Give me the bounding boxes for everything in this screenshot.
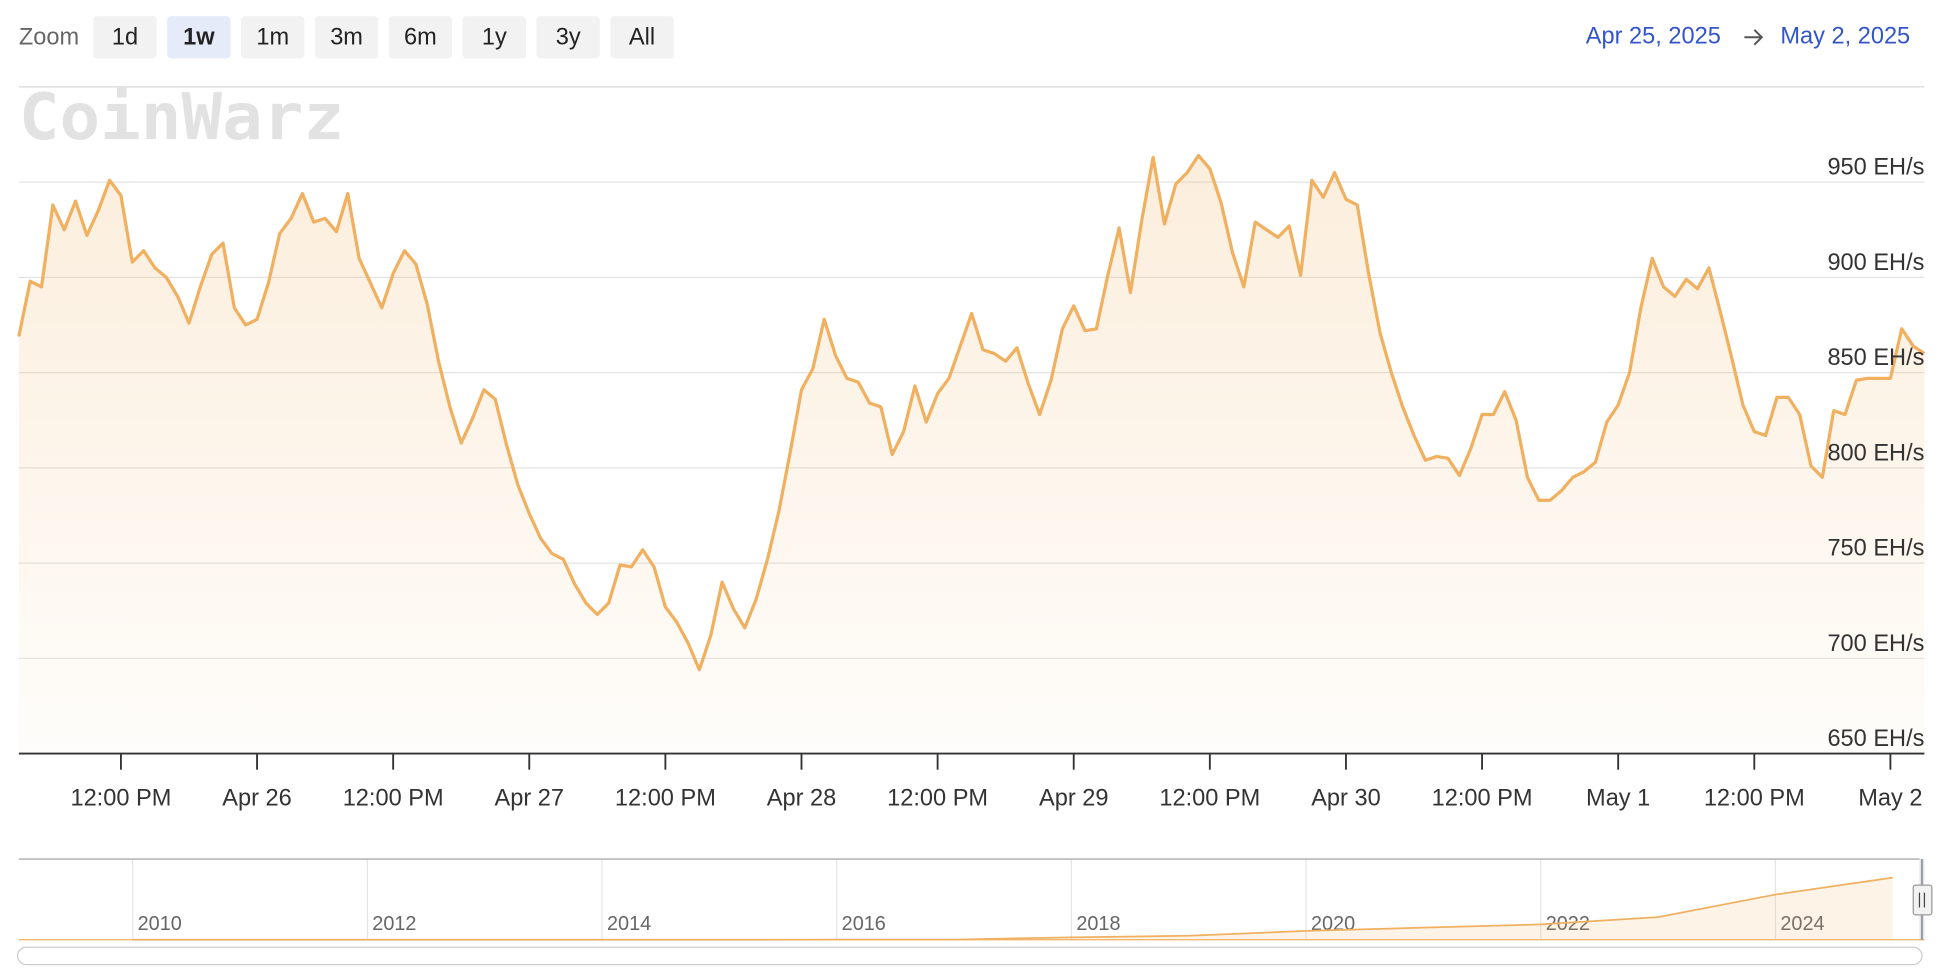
x-tick-label: 12:00 PM (343, 785, 444, 811)
area (18, 155, 1925, 754)
zoom-button-label[interactable]: 3m (330, 24, 363, 50)
navigator-tick-label: 2012 (372, 913, 416, 935)
y-tick-label: 700 EH/s (1827, 630, 1924, 656)
zoom-button-bg[interactable] (93, 16, 157, 59)
watermark: CoinWarz (19, 80, 344, 155)
zoom-button-bg[interactable] (536, 16, 600, 59)
zoom-button[interactable]: 6m (388, 16, 453, 59)
zoom-button[interactable]: 3m (314, 16, 379, 59)
navigator-tick-label: 2016 (842, 913, 886, 935)
x-tick-label: 12:00 PM (1704, 785, 1805, 811)
navigator-tick-label: 2010 (138, 913, 182, 935)
zoom-button-label[interactable]: 1w (183, 24, 215, 50)
y-tick-label: 750 EH/s (1827, 535, 1924, 561)
scrollbar-track[interactable] (16, 946, 1923, 966)
zoom-button-bg[interactable] (241, 16, 305, 59)
zoom-button[interactable]: All (610, 16, 674, 59)
x-tick-label: Apr 27 (495, 785, 564, 811)
zoom-button-label[interactable]: 1d (112, 24, 138, 50)
zoom-button[interactable]: 1d (93, 16, 157, 59)
zoom-button-bg[interactable] (610, 16, 674, 59)
x-tick-label: 12:00 PM (1159, 785, 1260, 811)
x-tick-label: 12:00 PM (1432, 785, 1533, 811)
navigator-bg (18, 859, 1925, 940)
navigator-tick-label: 2018 (1076, 913, 1120, 935)
y-tick-label: 800 EH/s (1827, 439, 1924, 465)
range-from[interactable]: Apr 25, 2025 (1586, 22, 1721, 48)
zoom-button-bg[interactable] (462, 16, 526, 59)
plot (17, 153, 1926, 754)
x-tick-label: Apr 29 (1039, 785, 1108, 811)
zoom-button[interactable]: 1y (462, 16, 526, 59)
x-tick-label: 12:00 PM (887, 785, 988, 811)
x-tick-label: 12:00 PM (615, 785, 716, 811)
x-tick-label: Apr 30 (1311, 785, 1380, 811)
range-arrow (1744, 29, 1764, 46)
zoom-buttons: 1d 1w 1m 3m 6m 1y 3y All (93, 16, 674, 59)
zoom-button[interactable]: 3y (536, 16, 600, 59)
navigator-handle-grip (1918, 892, 1926, 908)
zoom-button-label[interactable]: All (629, 24, 655, 50)
x-tick-label: Apr 26 (222, 785, 291, 811)
y-tick-label: 950 EH/s (1827, 154, 1924, 180)
y-tick-label: 900 EH/s (1827, 249, 1924, 275)
navigator: 2010 2012 2014 2016 2018 2020 2022 2024 (16, 858, 1933, 966)
zoom-label: Zoom (19, 24, 79, 50)
navigator-handle[interactable] (1912, 884, 1933, 916)
zoom-button-bg[interactable] (314, 16, 379, 59)
axes: 650 EH/s 700 EH/s 750 EH/s 800 EH/s 850 EH/s… (18, 154, 1925, 811)
navigator-area (132, 877, 1893, 940)
x-tick-label: Apr 28 (767, 785, 836, 811)
zoom-button-bg[interactable] (167, 16, 231, 59)
navigator-tick-label: 2014 (607, 913, 651, 935)
y-tick-label: 850 EH/s (1827, 344, 1924, 370)
range-to[interactable]: May 2, 2025 (1780, 22, 1910, 48)
zoom-button-label[interactable]: 3y (556, 24, 581, 50)
x-tick-label: May 1 (1586, 785, 1650, 811)
zoom-button-label[interactable]: 1m (256, 24, 289, 50)
x-tick-label: May 2 (1858, 785, 1922, 811)
zoom-button[interactable]: 1w (167, 16, 231, 59)
x-tick-label: 12:00 PM (70, 785, 171, 811)
navigator-tick-label: 2024 (1780, 913, 1824, 935)
line (17, 153, 1926, 672)
zoom-button[interactable]: 1m (241, 16, 305, 59)
navigator-tick-label: 2022 (1546, 913, 1590, 935)
zoom-button-label[interactable]: 1y (482, 24, 507, 50)
zoom-button-bg[interactable] (388, 16, 453, 59)
zoom-button-label[interactable]: 6m (404, 24, 437, 50)
y-tick-label: 650 EH/s (1827, 725, 1924, 751)
